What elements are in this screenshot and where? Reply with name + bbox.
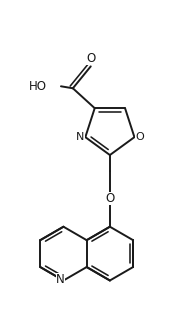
Text: N: N (56, 273, 65, 286)
Text: O: O (86, 52, 95, 65)
Text: HO: HO (29, 80, 47, 93)
Text: O: O (105, 192, 114, 205)
Text: O: O (135, 132, 144, 142)
Text: N: N (76, 132, 85, 142)
